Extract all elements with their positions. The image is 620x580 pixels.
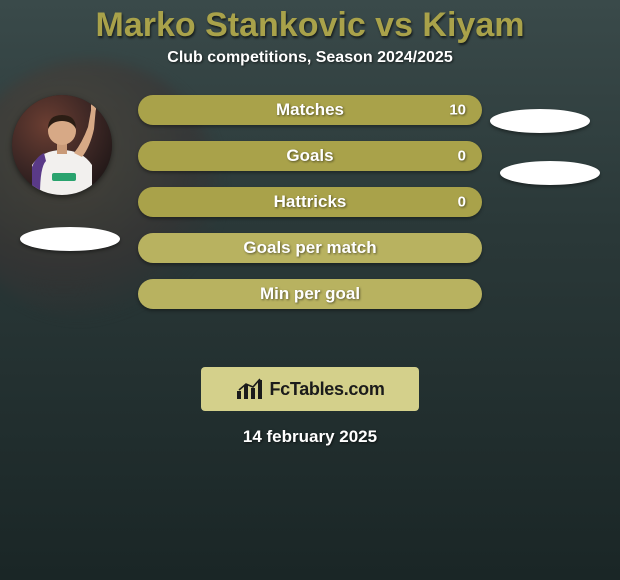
bar-chart-icon [235, 377, 265, 401]
stat-rows: Matches 10 Goals 0 Hattricks 0 Goals per match… [138, 95, 482, 325]
stat-row-goals: Goals 0 [138, 141, 482, 171]
stat-label-goals_per_match: Goals per match [243, 238, 376, 258]
comparison-area: Matches 10 Goals 0 Hattricks 0 Goals per match… [0, 95, 620, 355]
stat-row-hattricks: Hattricks 0 [138, 187, 482, 217]
date-text: 14 february 2025 [0, 427, 620, 447]
brand-chip[interactable]: FcTables.com [201, 367, 419, 411]
stat-value-goals: 0 [458, 148, 466, 165]
left-player-avatar-wrap [12, 95, 112, 195]
subtitle: Club competitions, Season 2024/2025 [0, 49, 620, 67]
stat-value-hattricks: 0 [458, 194, 466, 211]
page-title: Marko Stankovic vs Kiyam [0, 0, 620, 45]
stat-row-min_per_goal: Min per goal [138, 279, 482, 309]
pill-right-2 [500, 161, 600, 185]
stat-label-matches: Matches [276, 100, 344, 120]
pill-left [20, 227, 120, 251]
stat-label-goals: Goals [286, 146, 333, 166]
stat-label-hattricks: Hattricks [274, 192, 347, 212]
stat-row-matches: Matches 10 [138, 95, 482, 125]
stat-row-goals_per_match: Goals per match [138, 233, 482, 263]
pill-right-1 [490, 109, 590, 133]
content-root: Marko Stankovic vs Kiyam Club competitio… [0, 0, 620, 580]
avatar-svg [12, 95, 112, 195]
stat-label-min_per_goal: Min per goal [260, 284, 360, 304]
brand-text: FcTables.com [269, 379, 384, 400]
left-player-avatar [12, 95, 112, 195]
stat-value-matches: 10 [449, 102, 466, 119]
